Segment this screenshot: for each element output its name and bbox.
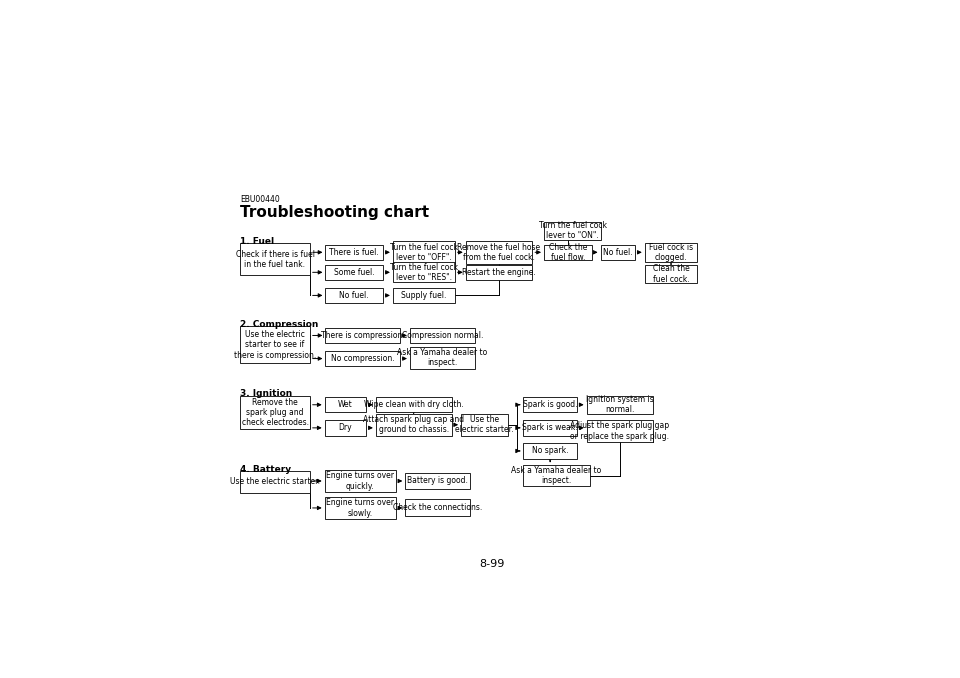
Text: Check if there is fuel
in the fuel tank.: Check if there is fuel in the fuel tank. [235,250,315,269]
FancyBboxPatch shape [523,443,577,458]
FancyBboxPatch shape [324,397,367,412]
Text: Some fuel.: Some fuel. [334,268,374,277]
FancyBboxPatch shape [325,287,383,303]
FancyBboxPatch shape [375,414,452,435]
FancyBboxPatch shape [461,414,508,435]
FancyBboxPatch shape [324,420,367,435]
Text: Use the electric starter.: Use the electric starter. [230,477,320,486]
FancyBboxPatch shape [325,327,399,343]
Text: Adjust the spark plug gap
or replace the spark plug.: Adjust the spark plug gap or replace the… [570,421,669,441]
FancyBboxPatch shape [523,420,577,435]
Text: Remove the
spark plug and
check electrodes.: Remove the spark plug and check electrod… [242,397,308,427]
Text: 4. Battery: 4. Battery [240,465,291,474]
Text: No compression.: No compression. [331,354,395,363]
Text: Wet: Wet [338,400,353,410]
FancyBboxPatch shape [325,245,383,260]
Text: Ask a Yamaha dealer to
inspect.: Ask a Yamaha dealer to inspect. [397,348,488,367]
Text: Turn the fuel cock
lever to "ON".: Turn the fuel cock lever to "ON". [539,221,607,241]
FancyBboxPatch shape [523,465,589,486]
Text: No fuel.: No fuel. [603,247,633,257]
Text: Compression normal.: Compression normal. [401,331,483,340]
FancyBboxPatch shape [240,243,310,275]
Text: Battery is good.: Battery is good. [407,477,468,485]
Text: There is fuel.: There is fuel. [329,247,379,257]
Text: Remove the fuel hose
from the fuel cock.: Remove the fuel hose from the fuel cock. [457,243,540,262]
Text: Dry: Dry [339,423,352,433]
FancyBboxPatch shape [405,473,470,490]
Text: Use the electric
starter to see if
there is compression.: Use the electric starter to see if there… [234,330,316,359]
FancyBboxPatch shape [324,471,396,492]
Text: Supply fuel.: Supply fuel. [401,291,446,300]
FancyBboxPatch shape [601,245,635,260]
FancyBboxPatch shape [325,351,399,366]
Text: EBU00440: EBU00440 [240,195,280,204]
FancyBboxPatch shape [587,395,653,414]
FancyBboxPatch shape [325,264,383,280]
Text: Check the connections.: Check the connections. [394,502,482,512]
Text: Engine turns over
slowly.: Engine turns over slowly. [326,498,395,517]
FancyBboxPatch shape [466,241,532,264]
FancyBboxPatch shape [410,347,475,369]
Text: Check the
fuel flow.: Check the fuel flow. [549,243,588,262]
Text: Wipe clean with dry cloth.: Wipe clean with dry cloth. [364,400,464,410]
Text: Clean the
fuel cock.: Clean the fuel cock. [653,264,689,283]
Text: Spark is weak.: Spark is weak. [522,423,578,433]
Text: No spark.: No spark. [532,446,568,456]
Text: Engine turns over
quickly.: Engine turns over quickly. [326,471,395,491]
FancyBboxPatch shape [240,395,310,429]
FancyBboxPatch shape [324,497,396,519]
Text: Turn the fuel cock
lever to "RES".: Turn the fuel cock lever to "RES". [390,262,458,282]
Text: Spark is good.: Spark is good. [523,400,577,410]
FancyBboxPatch shape [645,264,697,283]
FancyBboxPatch shape [405,499,470,516]
FancyBboxPatch shape [544,245,592,260]
FancyBboxPatch shape [393,262,455,282]
Text: Attach spark plug cap and
ground to chassis.: Attach spark plug cap and ground to chas… [363,415,465,435]
Text: 1. Fuel: 1. Fuel [240,237,275,246]
FancyBboxPatch shape [393,241,455,264]
Text: No fuel.: No fuel. [339,291,369,300]
Text: Restart the engine.: Restart the engine. [462,268,536,277]
FancyBboxPatch shape [544,222,601,240]
FancyBboxPatch shape [240,471,310,492]
Text: Fuel cock is
clogged.: Fuel cock is clogged. [649,243,693,262]
FancyBboxPatch shape [466,264,532,280]
FancyBboxPatch shape [393,287,455,303]
Text: Troubleshooting chart: Troubleshooting chart [240,205,429,220]
FancyBboxPatch shape [375,397,452,412]
FancyBboxPatch shape [523,397,577,412]
Text: There is compression.: There is compression. [321,331,404,340]
Text: Use the
electric starter.: Use the electric starter. [455,415,514,435]
Text: 2. Compression: 2. Compression [240,320,319,329]
Text: 8-99: 8-99 [479,559,505,569]
Text: Turn the fuel cock
lever to "OFF".: Turn the fuel cock lever to "OFF". [390,243,458,262]
Text: Ask a Yamaha dealer to
inspect.: Ask a Yamaha dealer to inspect. [512,466,602,485]
FancyBboxPatch shape [240,326,310,363]
Text: 3. Ignition: 3. Ignition [240,389,293,399]
FancyBboxPatch shape [587,420,653,442]
FancyBboxPatch shape [410,327,475,343]
Text: Ignition system is
normal.: Ignition system is normal. [586,395,654,414]
FancyBboxPatch shape [645,243,697,262]
